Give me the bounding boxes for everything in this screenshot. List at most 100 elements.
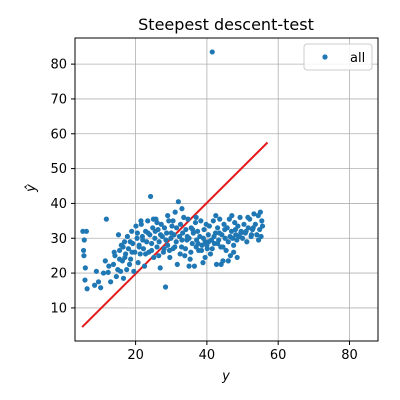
- data-point: [213, 213, 219, 219]
- data-point: [213, 261, 220, 267]
- data-point: [154, 244, 160, 250]
- plot-frame: [74, 37, 379, 342]
- data-point: [200, 235, 206, 241]
- data-point: [200, 260, 206, 266]
- data-point: [221, 221, 227, 227]
- data-point: [131, 268, 137, 274]
- legend-box: [303, 43, 373, 71]
- data-point: [237, 214, 243, 220]
- data-point: [207, 251, 214, 257]
- y-tick-label: 40: [50, 197, 67, 212]
- data-point: [186, 263, 192, 269]
- data-point: [238, 230, 244, 236]
- data-point: [100, 270, 107, 276]
- data-point: [234, 254, 240, 261]
- data-point: [81, 237, 87, 243]
- data-point: [137, 251, 143, 257]
- data-point: [169, 223, 175, 229]
- data-point: [92, 282, 98, 288]
- data-point: [167, 254, 173, 261]
- x-tick-label: 20: [127, 348, 144, 363]
- data-point: [177, 221, 184, 227]
- data-point: [152, 228, 158, 234]
- data-point: [193, 214, 199, 220]
- data-point: [98, 285, 104, 291]
- data-point: [183, 226, 189, 233]
- data-point: [106, 263, 112, 269]
- data-point: [135, 260, 141, 266]
- data-point: [170, 218, 176, 224]
- data-point: [151, 254, 157, 261]
- data-point: [187, 256, 193, 262]
- data-point: [161, 246, 167, 252]
- data-point: [134, 230, 140, 236]
- data-point: [103, 216, 109, 222]
- data-point: [190, 226, 196, 233]
- data-point: [222, 235, 228, 241]
- data-point: [121, 239, 128, 245]
- data-point: [83, 228, 90, 234]
- data-point: [129, 249, 135, 255]
- data-point: [115, 232, 122, 238]
- data-point: [217, 216, 223, 222]
- data-point: [198, 247, 205, 254]
- data-point: [191, 263, 198, 269]
- data-point: [120, 275, 127, 281]
- data-point: [185, 216, 191, 222]
- data-point: [149, 240, 155, 247]
- data-point: [227, 233, 233, 240]
- data-point: [239, 235, 246, 241]
- data-point: [116, 256, 123, 262]
- data-point: [206, 223, 212, 229]
- data-point: [136, 244, 142, 250]
- data-point: [122, 254, 128, 261]
- data-point: [199, 242, 205, 248]
- data-point: [210, 218, 216, 224]
- data-point: [142, 251, 149, 257]
- data-point: [227, 253, 234, 259]
- legend-label: all: [350, 51, 365, 66]
- data-point: [223, 247, 229, 254]
- data-point: [198, 218, 204, 224]
- data-point: [164, 230, 170, 236]
- data-point: [140, 237, 146, 243]
- y-tick-label: 30: [50, 232, 67, 247]
- data-point: [232, 219, 238, 226]
- data-point: [156, 253, 162, 259]
- data-point: [241, 221, 247, 227]
- data-point: [144, 239, 150, 245]
- data-point: [166, 247, 173, 254]
- data-point: [220, 244, 226, 250]
- data-point: [211, 233, 217, 240]
- data-point: [243, 228, 249, 234]
- data-point: [216, 230, 222, 236]
- data-point: [192, 219, 199, 226]
- data-point: [178, 244, 185, 250]
- y-tick-label: 10: [50, 301, 67, 316]
- data-point: [108, 279, 114, 285]
- data-point: [157, 232, 164, 238]
- data-point: [111, 249, 117, 255]
- x-axis-label: y: [221, 369, 230, 384]
- data-point: [259, 218, 265, 224]
- data-point: [202, 254, 208, 261]
- data-point: [126, 261, 133, 267]
- data-point: [127, 239, 133, 245]
- data-point: [116, 247, 123, 254]
- data-point: [175, 199, 181, 205]
- data-point: [177, 251, 183, 257]
- data-point: [113, 273, 119, 280]
- data-point: [125, 246, 132, 252]
- data-point: [161, 225, 168, 231]
- data-point: [154, 219, 160, 226]
- data-point: [251, 211, 257, 217]
- data-point: [81, 253, 87, 259]
- y-tick-label: 50: [50, 162, 67, 177]
- data-point: [182, 253, 188, 259]
- y-axis-label: ŷ: [24, 184, 39, 193]
- data-point: [257, 209, 263, 215]
- data-point: [201, 226, 207, 233]
- chart-title: Steepest descent-test: [138, 15, 314, 34]
- data-point: [218, 261, 224, 267]
- data-point: [244, 239, 250, 245]
